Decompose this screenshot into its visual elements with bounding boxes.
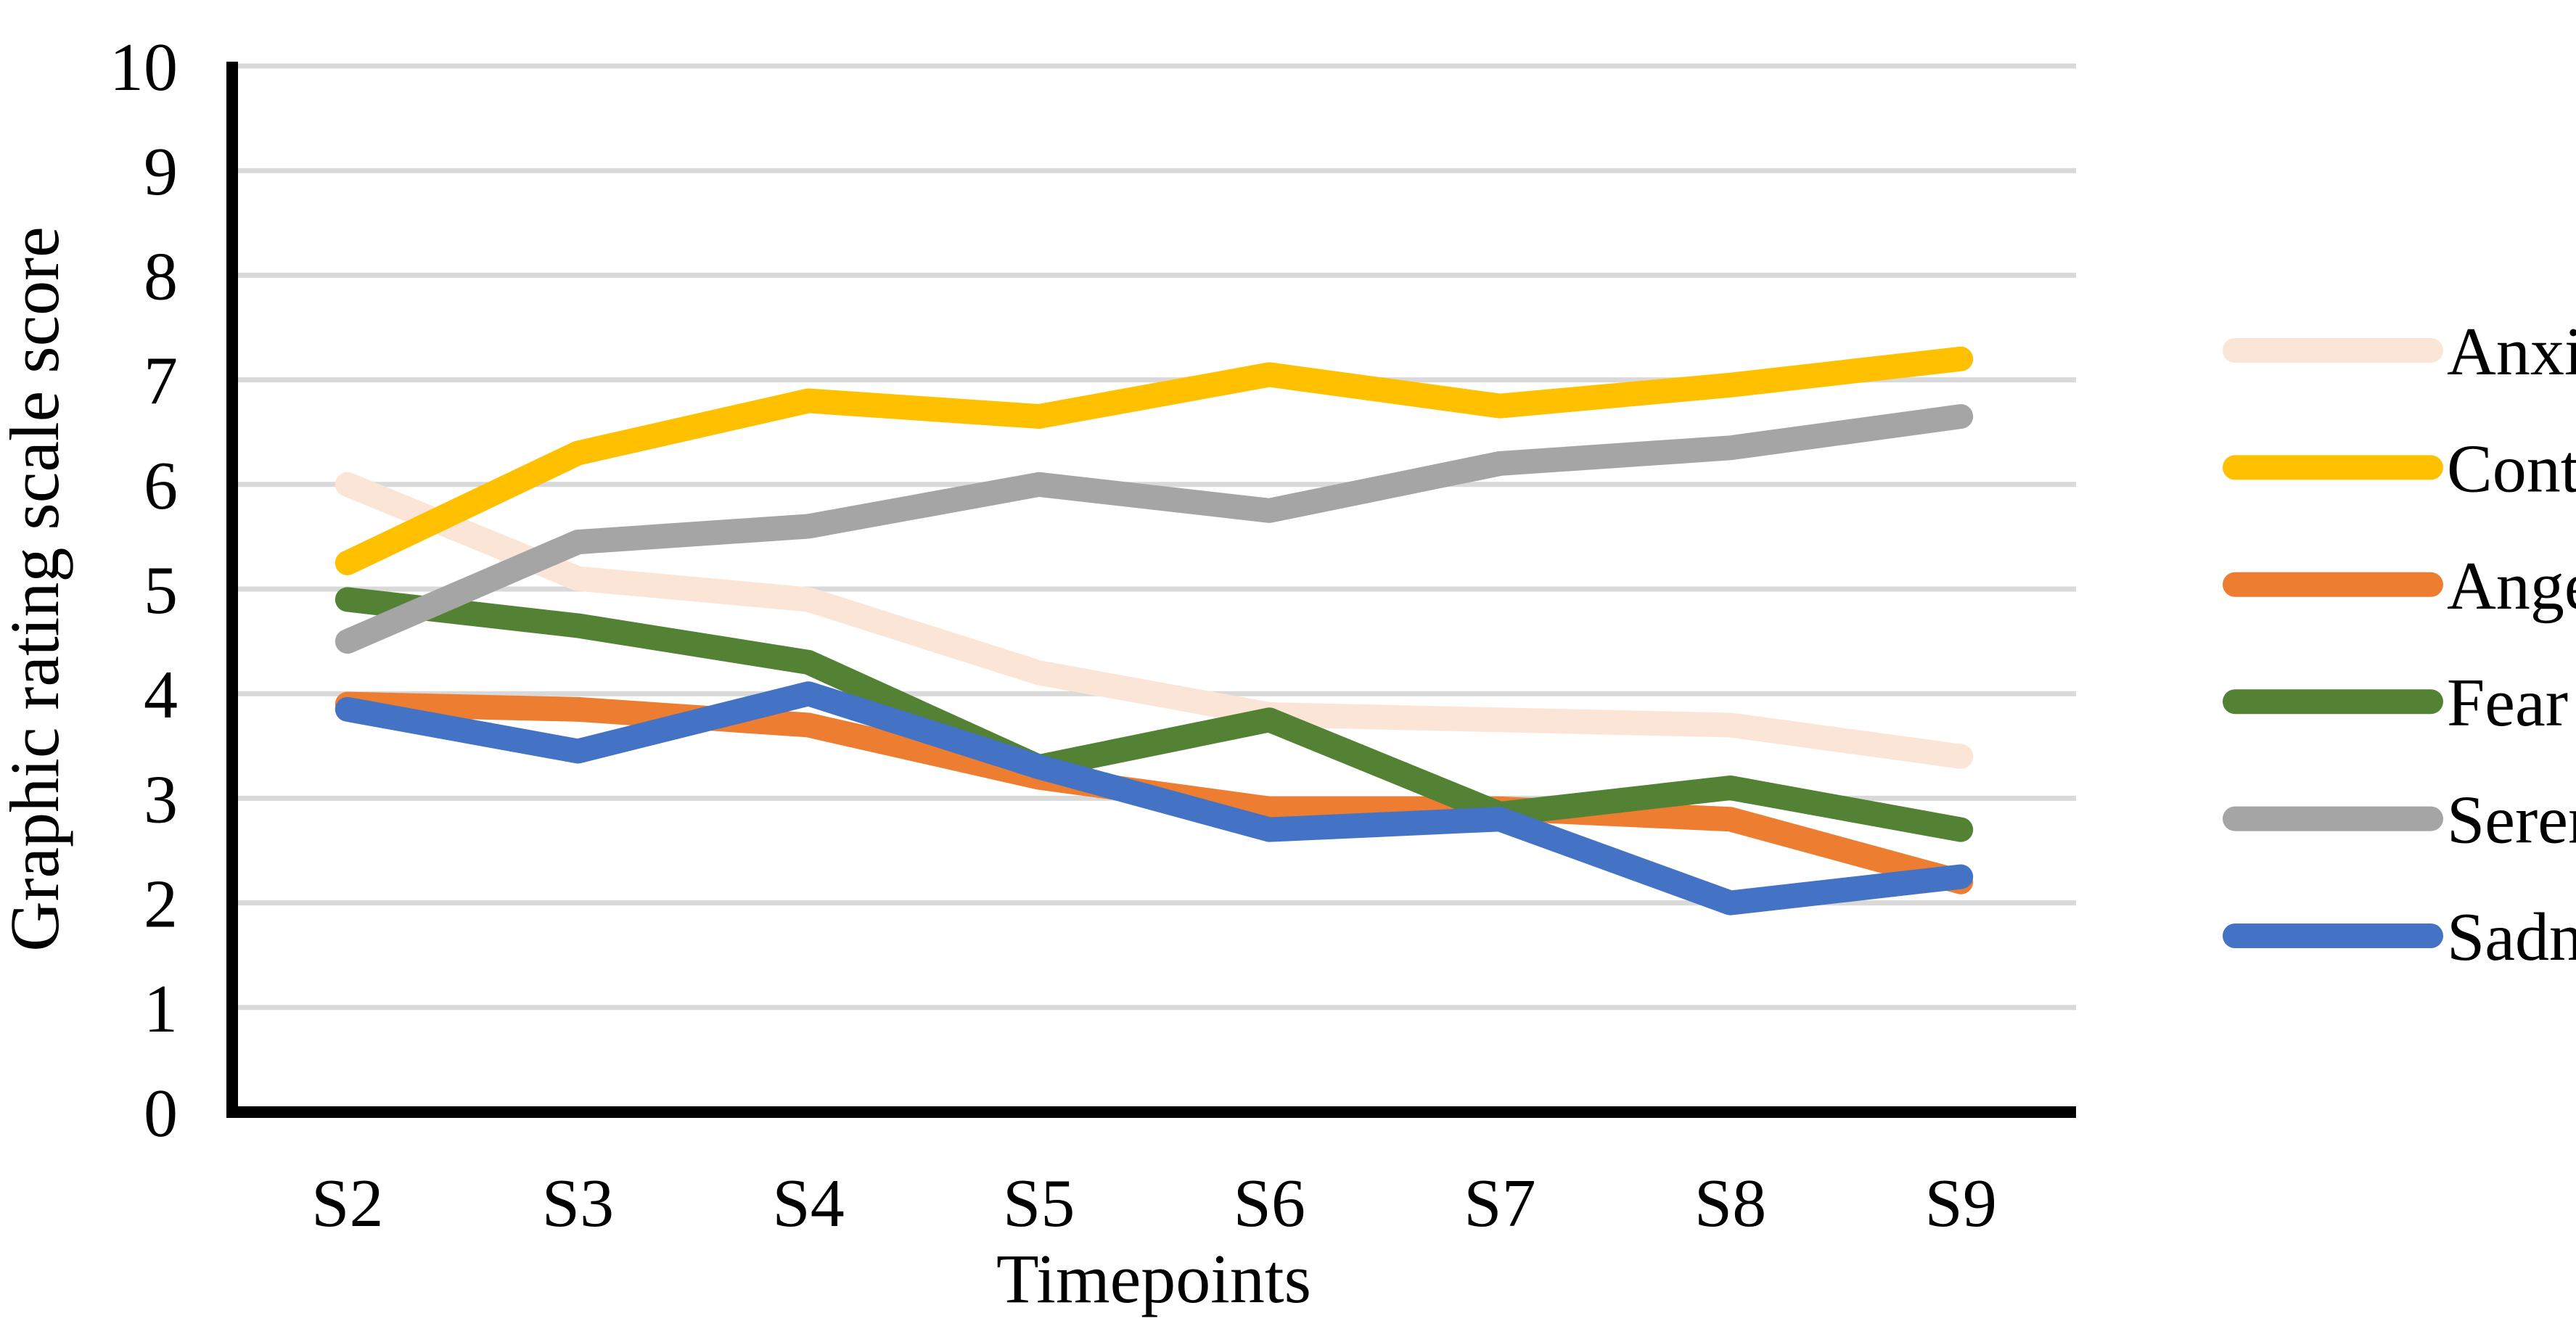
y-tick-label: 9: [144, 134, 178, 210]
legend-label-fear: Fear: [2447, 665, 2568, 741]
y-tick-label: 2: [144, 867, 178, 942]
legend-label-anxiety: Anxiety: [2447, 314, 2576, 390]
legend-label-serenity: Serenity: [2447, 783, 2576, 858]
axes: [226, 62, 2076, 1118]
y-tick-label: 1: [144, 971, 178, 1047]
series-line-fear: [335, 587, 1974, 842]
x-tick-label: S8: [1694, 1166, 1766, 1241]
y-tick-label: 8: [144, 239, 178, 314]
x-tick-label: S5: [1003, 1166, 1075, 1241]
series-line-control: [335, 346, 1974, 575]
y-tick-label: 5: [144, 553, 178, 628]
legend-item: Sadness: [2223, 900, 2576, 975]
legend-item: Anxiety: [2223, 314, 2576, 390]
y-tick-label: 4: [144, 657, 178, 733]
legend-label-anger: Anger: [2447, 548, 2576, 624]
x-tick-label: S9: [1925, 1166, 1997, 1241]
series-line-sadness: [335, 681, 1974, 916]
y-tick-label: 6: [144, 448, 178, 524]
legend-item: Anger: [2223, 548, 2576, 624]
y-tick-label: 7: [144, 344, 178, 419]
x-axis-tick-labels: S2 S3 S4 S5 S6 S7 S8 S9: [311, 1166, 1997, 1241]
series-line-serenity: [335, 404, 1974, 654]
legend: Anxiety Control Anger Fear Serenity Sadness: [2223, 314, 2576, 975]
series-line-anxiety: [335, 472, 1974, 769]
x-tick-label: S2: [311, 1166, 383, 1241]
y-axis-title: Graphic rating scale score: [0, 226, 73, 952]
x-tick-label: S4: [772, 1166, 844, 1241]
y-axis-tick-labels: 0 1 2 3 4 5 6 7 8 9 10: [110, 30, 178, 1151]
legend-item: Serenity: [2223, 783, 2576, 858]
legend-label-control: Control: [2447, 431, 2576, 506]
y-tick-label: 10: [110, 30, 178, 105]
legend-item: Control: [2223, 431, 2576, 506]
series-lines: [335, 346, 1974, 916]
y-tick-label: 0: [144, 1076, 178, 1151]
gridlines: [232, 63, 2076, 1011]
x-tick-label: S6: [1234, 1166, 1305, 1241]
x-axis-title: Timepoints: [996, 1240, 1311, 1317]
y-tick-label: 3: [144, 762, 178, 837]
x-tick-label: S3: [542, 1166, 614, 1241]
legend-item: Fear: [2223, 665, 2568, 741]
x-tick-label: S7: [1464, 1166, 1535, 1241]
legend-label-sadness: Sadness: [2447, 900, 2576, 975]
